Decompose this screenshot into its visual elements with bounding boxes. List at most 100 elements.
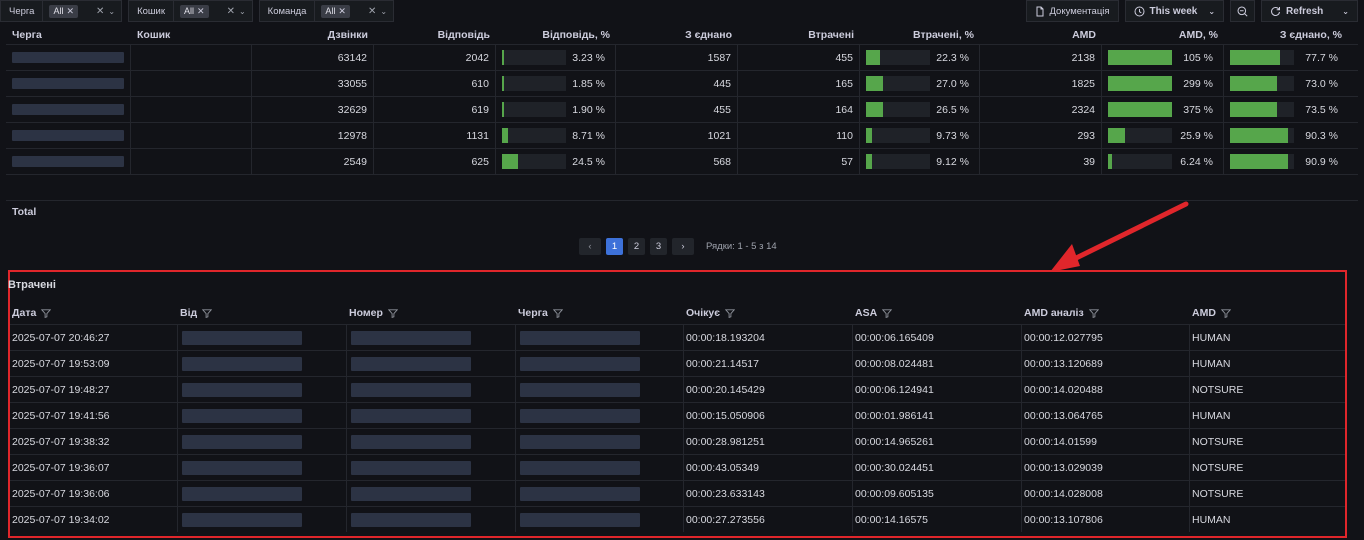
remove-icon[interactable]: ✕ <box>197 5 205 16</box>
filter-icon[interactable] <box>41 308 52 318</box>
column-header[interactable]: З єднано, % <box>1279 29 1342 41</box>
chevron-down-icon[interactable]: ⌄ <box>1342 6 1349 16</box>
clear-icon[interactable]: ✕ <box>96 5 105 17</box>
filter-chip[interactable]: All ✕ <box>321 4 350 18</box>
lost-cell: 455 <box>738 45 860 70</box>
redacted-text <box>520 382 640 397</box>
prev-page-button[interactable]: ‹ <box>579 237 601 255</box>
gauge-label: 24.5 % <box>572 155 605 168</box>
chevron-down-icon[interactable]: ⌄ <box>108 6 116 16</box>
answer-cell: 2042 <box>374 45 496 70</box>
next-page-button[interactable]: › <box>672 237 694 255</box>
column-header[interactable]: AMD <box>1072 29 1096 41</box>
docs-link-button[interactable]: Документація <box>1025 0 1119 22</box>
column-header[interactable]: AMD <box>1190 304 1345 322</box>
filter-icon[interactable] <box>725 308 736 318</box>
basket-cell <box>131 71 252 96</box>
gauge-track <box>1230 102 1294 117</box>
filter-icon[interactable] <box>1220 308 1231 318</box>
redacted-text <box>520 356 640 371</box>
filter-icon[interactable] <box>552 308 563 318</box>
column-label: Очікує <box>686 307 721 319</box>
lost-calls-panel: Втрачені Дата Від Номер Черга Очікує ASA AMD а… <box>8 270 1347 538</box>
lost-cell: 57 <box>738 149 860 174</box>
queue-cell <box>6 45 131 70</box>
bar-gauge-cell: 105 % <box>1102 45 1224 70</box>
column-header[interactable]: Втрачені, % <box>913 29 974 41</box>
remove-icon[interactable]: ✕ <box>338 5 346 16</box>
filter-basket[interactable]: Кошик All ✕ ✕ ⌄ <box>128 0 253 22</box>
column-header[interactable]: Дата <box>10 304 178 322</box>
column-header[interactable]: Відповідь, % <box>542 29 610 41</box>
gauge-fill <box>866 154 872 169</box>
column-label: Черга <box>518 307 548 319</box>
chevron-down-icon[interactable]: ⌄ <box>238 6 246 16</box>
table-body: 63142 2042 3.23 % 1587 455 22.3 % 2138 105 % 77.… <box>6 44 1358 174</box>
column-header[interactable]: Втрачені <box>808 29 854 41</box>
table-row: 2025-07-07 19:36:06 00:00:23.633143 00:00:… <box>10 480 1345 506</box>
number-cell <box>347 351 516 376</box>
page-button-1[interactable]: 1 <box>606 237 623 255</box>
redacted-text <box>182 382 302 397</box>
queue-cell <box>6 97 131 122</box>
bar-gauge-cell: 22.3 % <box>860 45 980 70</box>
clear-icon[interactable]: ✕ <box>367 5 377 17</box>
lost-cell: 110 <box>738 123 860 148</box>
redacted-text <box>351 512 471 527</box>
chevron-down-icon[interactable]: ⌄ <box>380 6 388 16</box>
wait-cell: 00:00:27.273556 <box>684 507 853 532</box>
gauge-track <box>866 50 930 65</box>
wait-cell: 00:00:43.05349 <box>684 455 853 480</box>
gauge-fill <box>1230 128 1288 143</box>
redacted-text <box>182 408 302 423</box>
column-header[interactable]: Черга <box>516 304 684 322</box>
filter-icon[interactable] <box>882 308 893 318</box>
bar-gauge-cell: 8.71 % <box>496 123 616 148</box>
queue-cell <box>6 149 131 174</box>
column-header[interactable]: Очікує <box>684 304 853 322</box>
gauge-track <box>502 102 566 117</box>
time-range-picker[interactable]: This week ⌄ <box>1124 0 1225 22</box>
gauge-fill <box>1230 50 1280 65</box>
from-cell <box>178 481 347 506</box>
filter-icon[interactable] <box>202 308 213 318</box>
number-cell <box>347 455 516 480</box>
filter-icon[interactable] <box>387 308 398 318</box>
filter-chip[interactable]: All ✕ <box>49 4 79 18</box>
column-header[interactable]: Черга <box>12 29 42 41</box>
column-header[interactable]: Кошик <box>137 29 171 41</box>
gauge-fill <box>1108 128 1125 143</box>
answer-cell: 610 <box>374 71 496 96</box>
number-cell <box>347 507 516 532</box>
wait-cell: 00:00:20.145429 <box>684 377 853 402</box>
filter-chip[interactable]: All ✕ <box>180 4 209 18</box>
wait-cell: 00:00:15.050906 <box>684 403 853 428</box>
column-header[interactable]: AMD, % <box>1178 29 1218 41</box>
refresh-button[interactable]: Refresh ⌄ <box>1261 0 1358 22</box>
column-header[interactable]: Дзвінки <box>327 29 368 41</box>
filter-icon[interactable] <box>1088 308 1099 318</box>
page-button-3[interactable]: 3 <box>650 237 667 255</box>
filter-team[interactable]: Команда All ✕ ✕ ⌄ <box>258 0 395 22</box>
column-header[interactable]: ASA <box>853 304 1022 322</box>
from-cell <box>178 377 347 402</box>
table-header: Черга Кошик Дзвінки Відповідь Відповідь,… <box>6 26 1358 44</box>
date-cell: 2025-07-07 19:38:32 <box>10 429 178 454</box>
table-row: 33055 610 1.85 % 445 165 27.0 % 1825 299 % 73.0 … <box>6 70 1358 96</box>
redacted-text <box>12 130 124 141</box>
clear-icon[interactable]: ✕ <box>226 5 235 17</box>
filter-queue[interactable]: Черга All ✕ ✕ ⌄ <box>0 0 123 22</box>
column-header[interactable]: Відповідь <box>437 29 490 41</box>
amd-result-cell: HUMAN <box>1192 331 1231 344</box>
amd-analysis-cell: 00:00:14.028008 <box>1022 481 1190 506</box>
amd-analysis-cell: 00:00:12.027795 <box>1022 325 1190 350</box>
column-header[interactable]: Від <box>178 304 347 322</box>
column-header[interactable]: Номер <box>347 304 516 322</box>
remove-icon[interactable]: ✕ <box>66 5 75 16</box>
gauge-track <box>1108 102 1172 117</box>
column-header[interactable]: З єднано <box>685 29 732 41</box>
zoom-out-button[interactable] <box>1230 0 1256 22</box>
page-button-2[interactable]: 2 <box>628 237 645 255</box>
column-header[interactable]: AMD аналіз <box>1022 304 1190 322</box>
basket-cell <box>131 149 252 174</box>
